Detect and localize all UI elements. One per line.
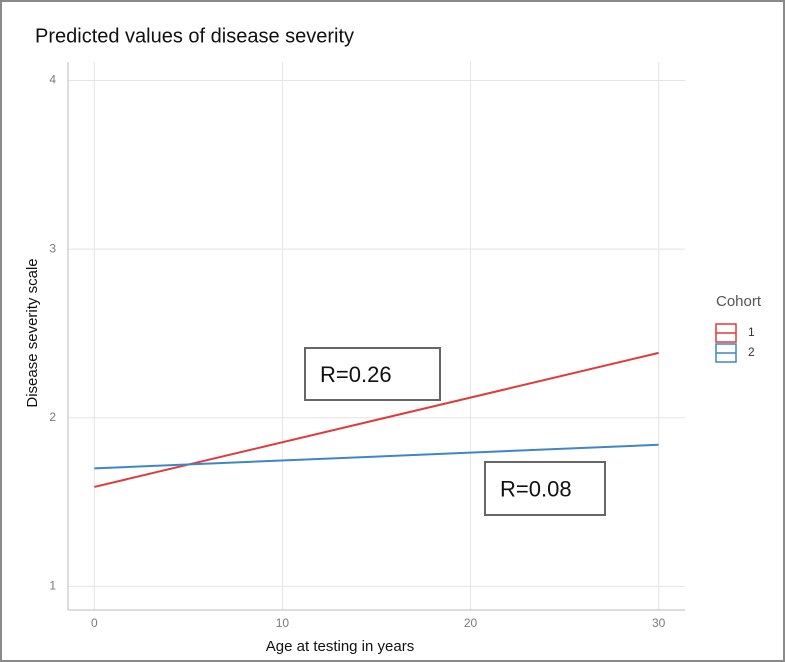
series-line xyxy=(94,443,659,470)
x-axis-label: Age at testing in years xyxy=(266,638,414,655)
legend-title: Cohort xyxy=(716,293,762,310)
annotation-box xyxy=(484,461,606,516)
legend-label: 2 xyxy=(748,345,755,359)
annotation: R=0.08 xyxy=(500,476,572,501)
annotation-box xyxy=(304,347,441,401)
y-tick-label: 2 xyxy=(49,410,56,424)
y-tick-label: 4 xyxy=(49,73,56,87)
legend-label: 1 xyxy=(748,325,755,339)
annotation: R=0.26 xyxy=(320,362,392,387)
y-tick-label: 3 xyxy=(49,241,56,255)
y-tick-label: 1 xyxy=(49,579,56,593)
x-tick-label: 30 xyxy=(652,616,666,630)
chart-title: Predicted values of disease severity xyxy=(35,25,354,47)
x-tick-label: 20 xyxy=(464,616,478,630)
x-tick-label: 10 xyxy=(276,616,290,630)
y-axis-label: Disease severity scale xyxy=(24,258,41,407)
x-tick-label: 0 xyxy=(91,616,98,630)
